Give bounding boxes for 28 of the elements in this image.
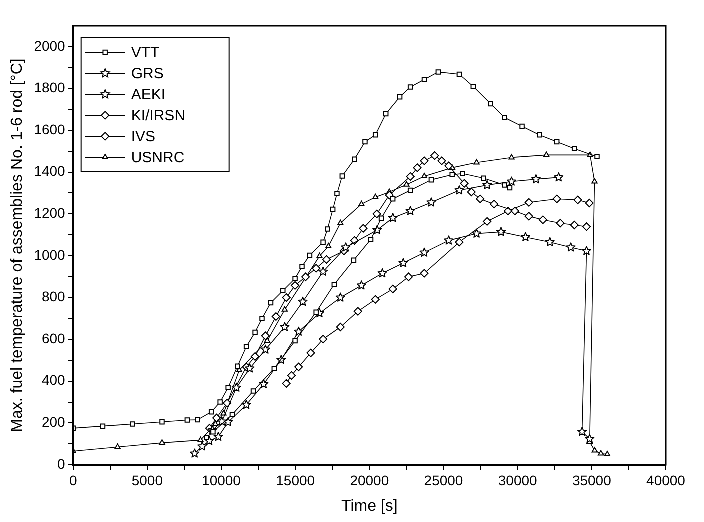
x-tick-label: 0 (69, 472, 78, 488)
y-tick-label: 400 (42, 372, 66, 388)
legend-label: USNRC (131, 150, 185, 167)
y-tick-label: 1800 (34, 80, 66, 96)
x-tick-label: 25000 (424, 472, 464, 488)
x-tick-label: 5000 (132, 472, 164, 488)
y-tick-label: 2000 (34, 38, 66, 54)
x-tick-label: 30000 (498, 472, 538, 488)
y-tick-label: 600 (42, 330, 66, 346)
x-tick-label: 20000 (350, 472, 390, 488)
legend-label: VTT (131, 44, 160, 62)
y-axis-title: Max. fuel temperature of assemblies No. 1-6 rod [°C] (9, 58, 26, 432)
x-tick-label: 35000 (572, 472, 612, 488)
x-tick-label: 10000 (202, 472, 242, 488)
y-tick-label: 200 (42, 414, 66, 430)
y-tick-label: 1600 (34, 121, 66, 138)
y-tick-label: 800 (42, 288, 66, 305)
x-axis-title: Time [s] (342, 498, 398, 515)
y-tick-label: 1400 (34, 163, 66, 180)
y-tick-label: 0 (58, 456, 66, 472)
y-tick-label: 1000 (34, 246, 66, 263)
y-tick-label: 1200 (34, 205, 66, 221)
legend-label: IVS (131, 128, 156, 146)
legend-label: AEKI (131, 86, 166, 104)
legend-label: GRS (131, 66, 164, 83)
x-tick-label: 40000 (646, 472, 686, 488)
x-tick-label: 15000 (276, 472, 316, 488)
legend-label: KI/IRSN (131, 108, 186, 125)
